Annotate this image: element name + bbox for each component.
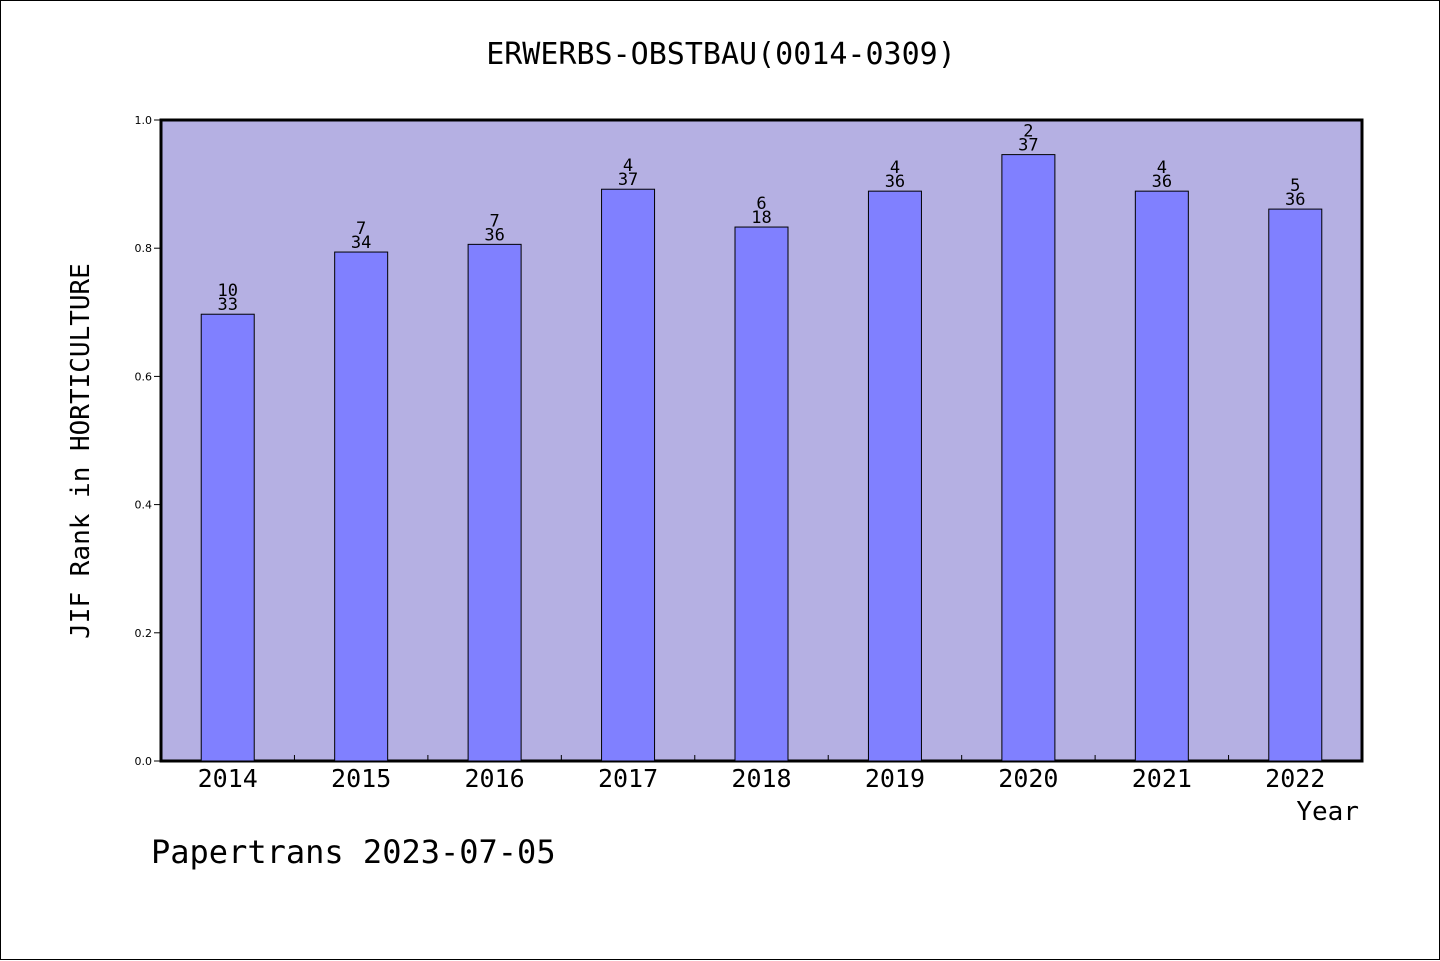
x-axis-label: Year (1296, 797, 1359, 827)
bar-rank-label: 4 (890, 158, 900, 178)
x-tick-label: 2015 (331, 764, 391, 793)
bar-total-label: 37 (618, 170, 638, 190)
x-tick-label: 2018 (731, 764, 791, 793)
bars (200, 154, 1323, 762)
bar-2020 (1001, 154, 1056, 762)
bar-total-label: 37 (1018, 136, 1038, 156)
bar-rank-label: 5 (1290, 176, 1300, 196)
x-axis: 2014 2015 2016 2017 2018 2019 2020 2021 2022 (198, 755, 1325, 793)
bar-rank-label: 2 (1023, 122, 1033, 142)
y-axis: 0.0 0.2 0.4 0.6 0.8 1.0 (135, 114, 161, 768)
bar-total-label: 34 (351, 233, 371, 253)
x-tick-label: 2020 (998, 764, 1058, 793)
bar-2018 (734, 226, 789, 762)
bar-rank-label: 7 (489, 211, 499, 231)
bar-rank-label: 10 (217, 281, 237, 301)
x-tick-label: 2017 (598, 764, 658, 793)
x-tick-label: 2014 (198, 764, 258, 793)
y-tick-label: 0.2 (135, 627, 153, 640)
bar-2019 (867, 190, 922, 762)
bar-total-label: 33 (217, 295, 237, 315)
x-tick-label: 2022 (1265, 764, 1325, 793)
bar-2022 (1268, 208, 1323, 762)
bar-2014 (200, 313, 255, 762)
bar-total-label: 18 (751, 208, 771, 228)
x-tick-label: 2021 (1132, 764, 1192, 793)
bar-rank-label: 7 (356, 219, 366, 239)
bar-total-label: 36 (484, 225, 504, 245)
bar-rank-label: 6 (756, 194, 766, 214)
bar-total-label: 36 (885, 172, 905, 192)
y-tick-label: 0.6 (135, 370, 153, 383)
bar-2017 (601, 188, 656, 762)
y-tick-label: 0.4 (135, 499, 153, 512)
bar-2021 (1134, 190, 1189, 762)
bar-rank-label: 4 (623, 156, 633, 176)
bar-total-label: 36 (1285, 190, 1305, 210)
y-tick-label: 0.0 (135, 755, 153, 768)
y-tick-label: 1.0 (135, 114, 153, 127)
x-tick-label: 2016 (465, 764, 525, 793)
bar-rank-label: 4 (1157, 158, 1167, 178)
x-tick-label: 2019 (865, 764, 925, 793)
footer-text: Papertrans 2023-07-05 (151, 833, 556, 871)
y-tick-label: 0.8 (135, 242, 153, 255)
bar-2015 (334, 251, 389, 762)
bar-2016 (467, 243, 522, 762)
chart-title: ERWERBS-OBSTBAU(0014-0309) (486, 37, 956, 72)
bar-total-label: 36 (1152, 172, 1172, 192)
